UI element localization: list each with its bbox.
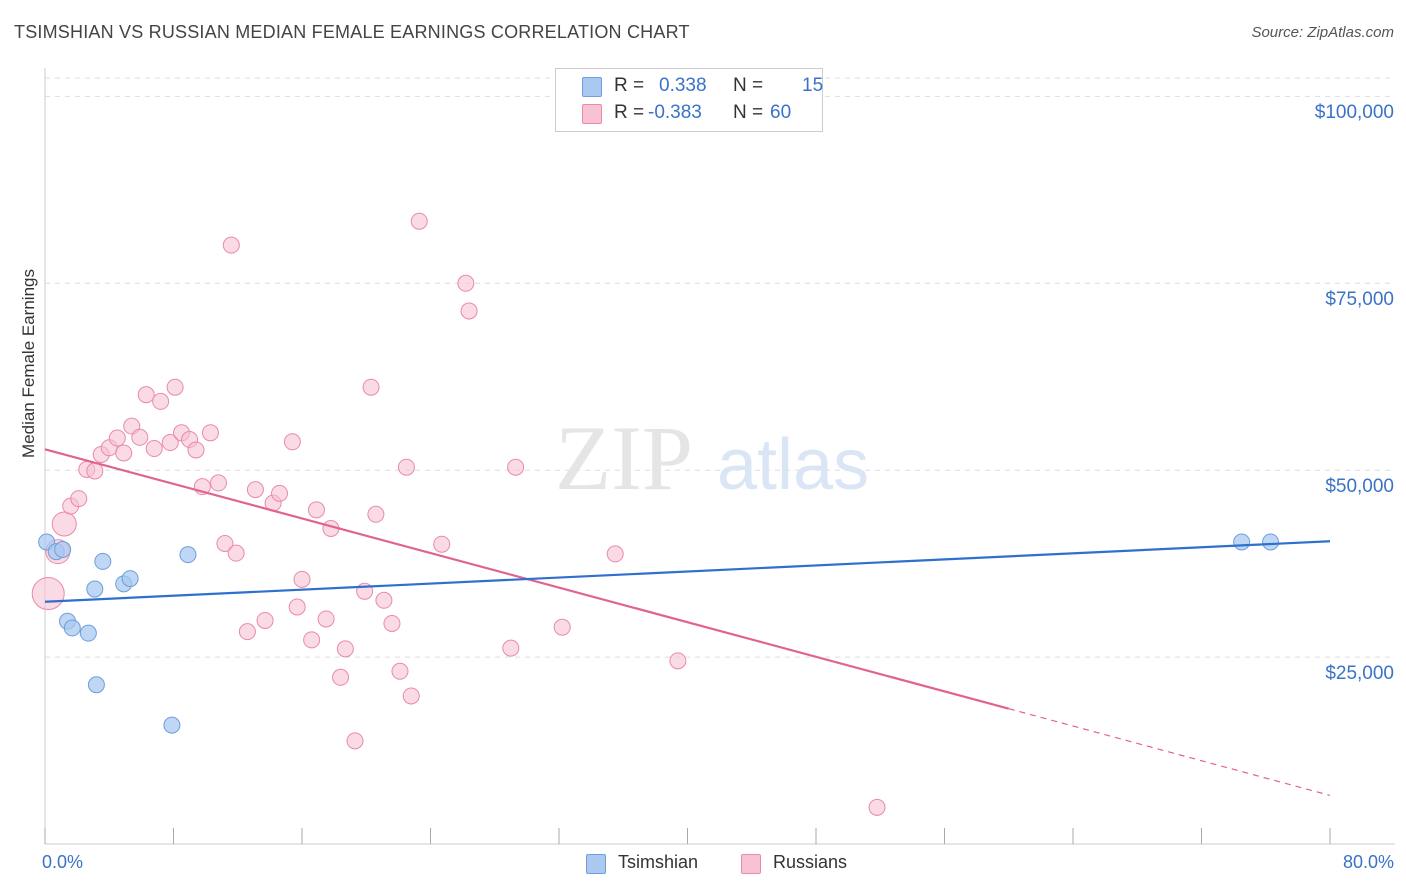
russians-point (346, 732, 364, 750)
russians-point (457, 274, 475, 292)
russians-point (209, 474, 227, 492)
russians-point (115, 444, 133, 462)
legend-n-label: N = (733, 75, 764, 96)
tsimshian-trend-line (44, 540, 1331, 603)
tsimshian-point (1233, 533, 1251, 551)
russians-swatch (582, 104, 602, 124)
x-axis (44, 68, 1395, 845)
russians-point (137, 386, 155, 404)
russians-point (336, 640, 354, 658)
legend-r-label: R = (614, 75, 645, 96)
legend-n-label: N = (733, 102, 764, 123)
russians-point (161, 434, 179, 452)
russians-point (362, 378, 380, 396)
x-tick-max: 80.0% (1342, 852, 1394, 872)
russians-point (332, 668, 350, 686)
russians-point (108, 429, 126, 447)
tsimshian-point (179, 546, 197, 564)
russians-legend-swatch (741, 854, 761, 874)
tsimshian-point (94, 552, 112, 570)
watermark: ZIP atlas (555, 407, 869, 509)
russians-point (397, 458, 415, 476)
russians-point (187, 441, 205, 459)
tsimshian-point (79, 624, 97, 642)
russians-point (166, 378, 184, 396)
source-label: Source: ZipAtlas.com (1251, 24, 1394, 41)
legend-item-russians: Russians (741, 852, 861, 876)
y-tick-label: $75,000 (1325, 289, 1394, 311)
russians-point (86, 462, 104, 480)
russians-point (216, 534, 234, 552)
russians-point (507, 458, 525, 476)
russians-point (460, 302, 478, 320)
legend-label-tsimshian: Tsimshian (618, 852, 699, 872)
russians-point (222, 236, 240, 254)
russians-points (31, 212, 886, 816)
russians-point (383, 614, 401, 632)
russians-point (402, 687, 420, 705)
tsimshian-points (38, 533, 1280, 734)
tsimshian-point (54, 540, 72, 558)
y-tick-label: $100,000 (1314, 102, 1394, 124)
tsimshian-point (86, 580, 104, 598)
tsimshian-point (63, 619, 81, 637)
russians-point (669, 652, 687, 670)
x-tick-min: 0.0% (42, 852, 84, 872)
russians-point (51, 511, 77, 537)
russians-point (367, 505, 385, 523)
tsimshian-swatch (582, 77, 602, 97)
russians-point (256, 611, 274, 629)
russians-point (317, 610, 335, 628)
russians-point (201, 424, 219, 442)
russians-point (145, 440, 163, 458)
legend-r-value: -0.383 (648, 102, 702, 123)
tsimshian-legend-swatch (586, 854, 606, 874)
tsimshian-point (121, 570, 139, 588)
legend-label-russians: Russians (773, 852, 848, 872)
russians-point (31, 577, 65, 611)
legend-r-value: 0.338 (659, 75, 707, 96)
y-tick-label: $50,000 (1325, 476, 1394, 498)
russians-point (307, 501, 325, 519)
russians-point (502, 639, 520, 657)
russians-point (271, 484, 289, 502)
tsimshian-point (87, 676, 105, 694)
russians-point (868, 798, 886, 816)
russians-point (246, 481, 264, 499)
tsimshian-point (1262, 533, 1280, 551)
legend-n-value: 60 (770, 102, 792, 123)
russians-point (152, 392, 170, 410)
russians-point (391, 662, 409, 680)
russians-point (553, 618, 571, 636)
legend-row-tsimshian: R = 0.338 N = 15 (556, 74, 824, 100)
russians-point (288, 598, 306, 616)
tsimshian-point (163, 716, 181, 734)
y-axis-label: Median Female Earnings (19, 269, 38, 458)
correlation-legend: R = 0.338 N = 15 R = -0.383 N = 60 (555, 68, 823, 132)
legend-row-russians: R = -0.383 N = 60 (556, 101, 822, 127)
russians-point (238, 623, 256, 641)
trend-lines (44, 448, 1331, 796)
russians-point (227, 544, 245, 562)
russians-point (283, 433, 301, 451)
chart-title: TSIMSHIAN VS RUSSIAN MEDIAN FEMALE EARNI… (14, 22, 690, 42)
russians-point (375, 591, 393, 609)
legend-n-value: 15 (802, 75, 824, 96)
russians-point (70, 490, 88, 508)
russians-point (131, 428, 149, 446)
russians-point (293, 570, 311, 588)
y-tick-label: $25,000 (1325, 663, 1394, 685)
russians-point (606, 545, 624, 563)
russians-point (410, 212, 428, 230)
russians-point (433, 535, 451, 553)
watermark-atlas: atlas (717, 425, 869, 505)
russians-trend-extension (1008, 708, 1331, 796)
watermark-zip: ZIP (555, 407, 693, 509)
legend-item-tsimshian: Tsimshian (586, 852, 716, 876)
russians-point (303, 631, 321, 649)
legend-r-label: R = (614, 102, 645, 123)
